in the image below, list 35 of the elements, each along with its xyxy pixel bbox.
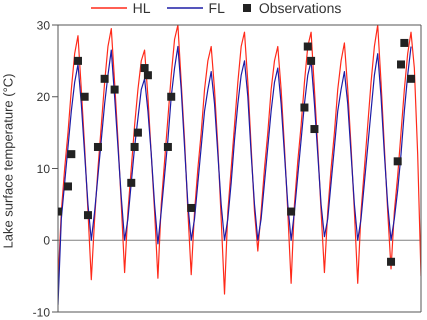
point [140,64,149,72]
point [394,157,402,166]
point [64,182,72,190]
point [400,38,408,47]
point [397,60,406,68]
point [164,142,172,151]
point [307,56,316,65]
point [94,142,102,151]
y-tick-label: -10 [32,305,50,320]
point [300,104,308,112]
point [387,258,396,266]
point [130,142,139,151]
point [100,74,109,83]
legend-label: Observations [258,0,342,16]
y-tick-label: 20 [36,90,50,104]
y-tick-label: 10 [36,162,50,176]
point [67,150,76,158]
point [304,42,312,51]
point [167,92,176,101]
point [110,86,119,94]
y-tick-label: 0 [43,234,50,248]
point [310,125,318,134]
point [144,71,152,80]
legend-label: HL [132,0,151,16]
point [134,128,142,137]
point [287,208,296,216]
point [127,178,136,187]
point [80,92,89,101]
point [84,211,92,220]
y-axis-title: Lake surface temperature (°C) [0,74,16,248]
point [74,56,82,65]
legend-label: FL [208,0,225,16]
y-tick-label: 30 [36,18,50,32]
point [407,74,416,83]
point [187,204,196,212]
